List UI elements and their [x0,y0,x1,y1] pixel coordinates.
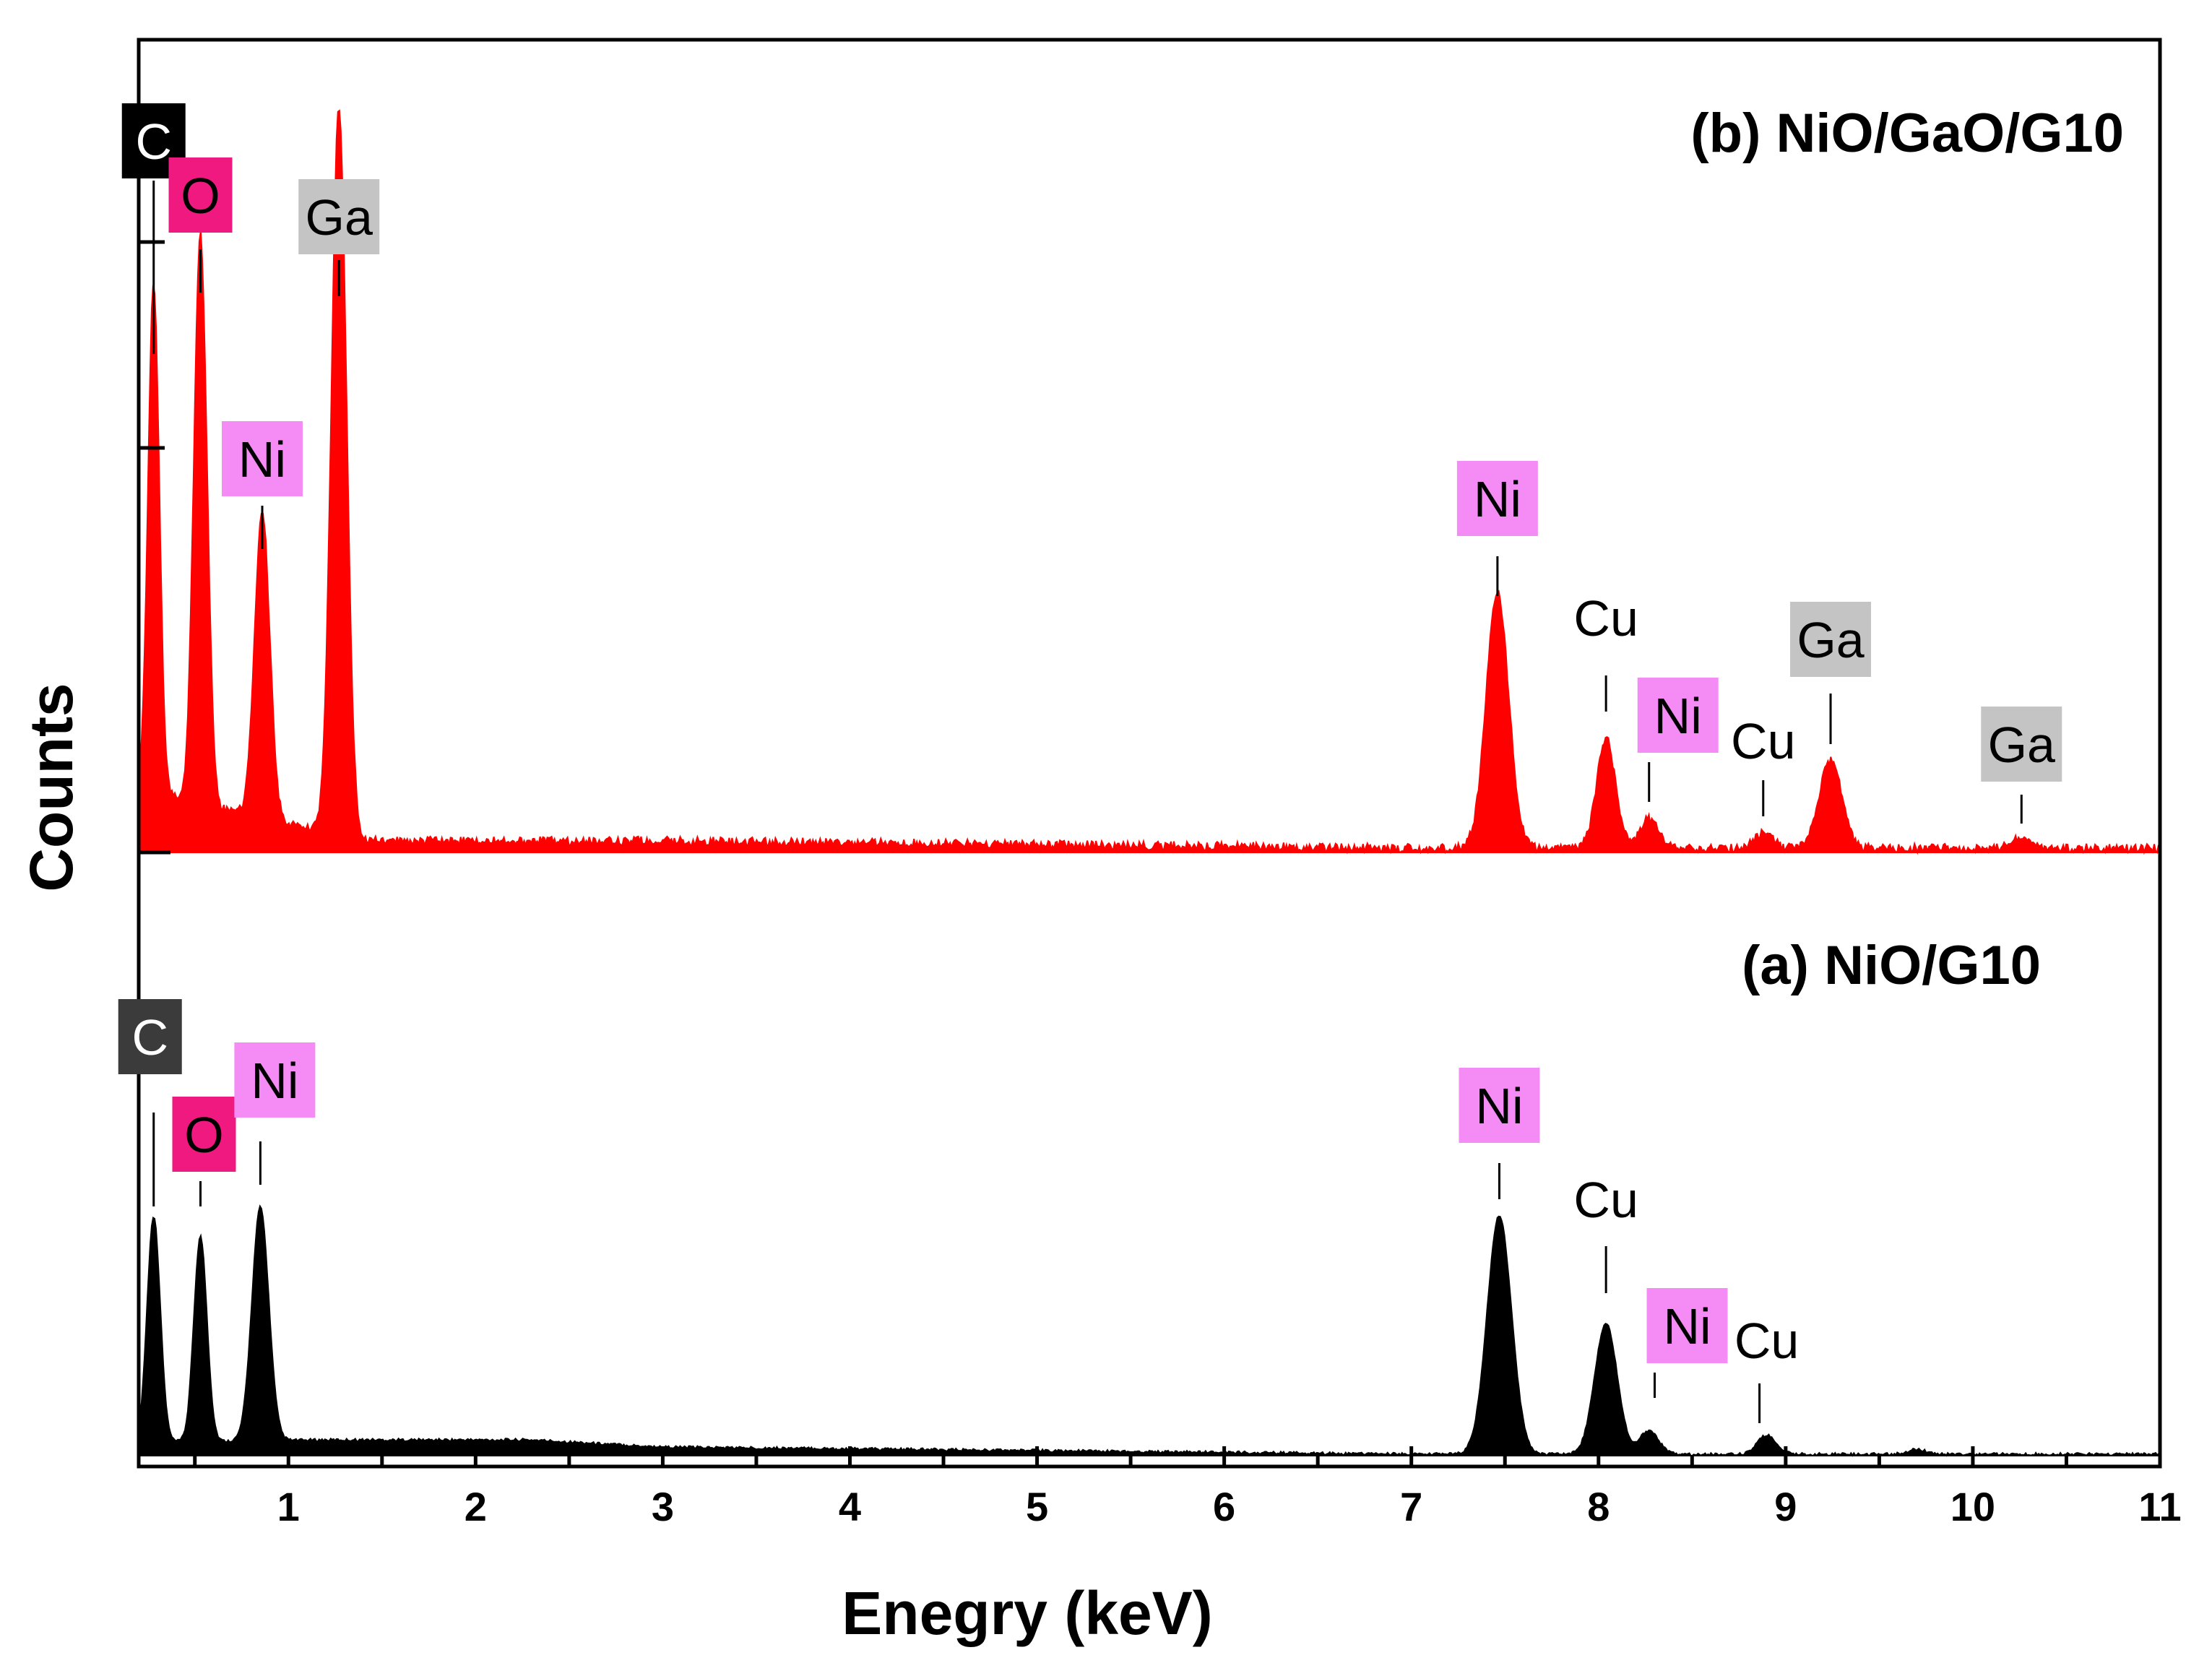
series-title-b: (b) NiO/GaO/G10 [1690,103,2124,164]
peak-label-b-cu: Cu [1731,713,1796,816]
peak-label-b-ni: Ni [1456,461,1538,596]
svg-text:Ni: Ni [1654,688,1702,744]
x-tick-label: 3 [652,1484,674,1529]
peak-label-b-c: C [121,103,186,354]
peak-label-a-c: C [118,999,182,1206]
spectrum-area-b [138,109,2161,855]
peak-label-a-ni: Ni [1646,1288,1728,1398]
svg-text:Ni: Ni [1474,471,1521,527]
x-tick-label: 5 [1026,1484,1048,1529]
spectrum-area-a [138,1204,2161,1457]
x-tick-label: 7 [1400,1484,1422,1529]
peak-label-b-ni: Ni [1637,678,1719,802]
peak-label-a-cu: Cu [1573,1172,1638,1293]
svg-text:Ni: Ni [1475,1078,1523,1134]
peak-label-b-ga: Ga [298,179,380,296]
svg-text:Ni: Ni [251,1053,298,1109]
peak-label-a-ni: Ni [1459,1068,1540,1199]
peak-label-b-ni: Ni [221,421,303,549]
svg-text:Cu: Cu [1731,713,1795,769]
svg-text:Cu: Cu [1573,1172,1638,1228]
axes-layer: 1 2 3 4 5 6 7 8 9 10 11 [137,38,2182,1529]
svg-text:C: C [135,113,172,170]
svg-text:Ga: Ga [306,189,373,246]
plot-layer [138,109,2161,1457]
peak-label-b-o: O [168,157,233,293]
x-tick-label: 10 [1950,1484,1995,1529]
peak-label-a-o: O [172,1097,236,1206]
plot-frame [137,38,2162,1469]
svg-text:Cu: Cu [1734,1313,1799,1369]
x-tick-label: 4 [839,1484,861,1529]
svg-text:Ni: Ni [238,431,286,488]
x-tick-label: 8 [1587,1484,1610,1529]
peak-label-b-cu: Cu [1573,590,1638,712]
svg-text:O: O [181,168,220,224]
x-tick-label: 6 [1213,1484,1235,1529]
peak-label-a-ni: Ni [234,1042,316,1185]
y-axis-title: Counts [17,683,85,891]
svg-text:Ga: Ga [1797,612,1864,668]
svg-text:Ni: Ni [1663,1298,1711,1355]
peak-label-a-cu: Cu [1734,1313,1799,1423]
svg-text:O: O [184,1107,223,1163]
x-tick-label: 11 [2138,1484,2181,1529]
x-tick-label: 9 [1774,1484,1797,1529]
x-tick-label: 2 [465,1484,487,1529]
peak-label-b-ga: Ga [1790,602,1872,744]
peak-label-b-ga: Ga [1981,707,2062,824]
x-axis-title: Enegry (keV) [842,1579,1213,1647]
svg-text:Cu: Cu [1573,590,1638,647]
svg-text:Ga: Ga [1988,717,2055,773]
svg-text:C: C [131,1009,168,1066]
x-tick-label: 1 [277,1484,300,1529]
series-title-a: (a) NiO/G10 [1742,935,2041,996]
